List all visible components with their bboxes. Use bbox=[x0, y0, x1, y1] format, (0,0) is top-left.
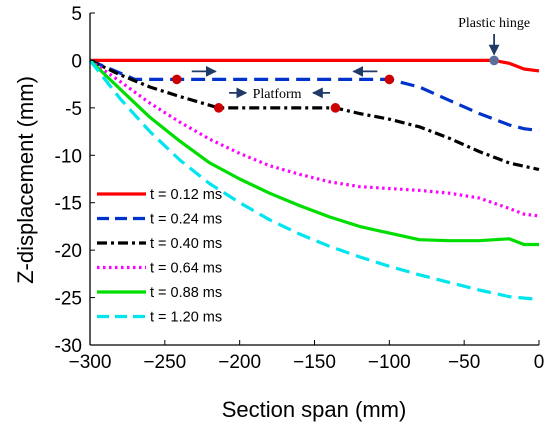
x-tick-label: −250 bbox=[143, 352, 186, 373]
x-tick-label: −100 bbox=[368, 352, 411, 373]
legend-label-2: t = 0.24 ms bbox=[150, 212, 222, 228]
y-tick-label: 0 bbox=[71, 51, 82, 72]
data-marker-1 bbox=[489, 55, 499, 66]
y-tick-label: -10 bbox=[55, 146, 82, 167]
axis-layer: −300 −250 −200 −150 −100 −50 0 5 0 -5 -10 -15 -20 -25… bbox=[55, 4, 545, 373]
legend-label-1: t = 0.12 ms bbox=[150, 187, 222, 203]
series-line-4 bbox=[89, 59, 540, 218]
y-tick-label: -15 bbox=[55, 194, 82, 215]
series-line-5 bbox=[88, 59, 539, 247]
y-tick-label: -30 bbox=[55, 336, 82, 357]
data-marker-4 bbox=[213, 103, 224, 113]
legend-label-3: t = 0.40 ms bbox=[150, 236, 222, 252]
annotation-layer: Plastic hinge Platform bbox=[191, 16, 530, 102]
y-tick-label: 5 bbox=[71, 4, 82, 25]
series-line-6 bbox=[88, 59, 540, 302]
x-axis-title: Section span (mm) bbox=[222, 397, 407, 422]
annotation-plastic-hinge: Plastic hinge bbox=[458, 16, 530, 31]
marker-layer bbox=[172, 55, 499, 113]
y-tick-label: -20 bbox=[55, 241, 82, 262]
x-tick-label: −300 bbox=[69, 352, 112, 373]
data-marker-2 bbox=[172, 74, 182, 85]
x-tick-label: −50 bbox=[448, 352, 480, 373]
y-tick-label: -5 bbox=[65, 99, 82, 120]
data-marker-5 bbox=[330, 103, 341, 113]
x-tick-label: 0 bbox=[534, 352, 545, 373]
series-line-1 bbox=[90, 58, 540, 73]
legend-label-4: t = 0.64 ms bbox=[150, 261, 222, 277]
y-axis-title: Z-displacement (mm) bbox=[13, 76, 38, 284]
annotation-platform: Platform bbox=[253, 87, 302, 102]
data-marker-3 bbox=[384, 74, 395, 85]
x-tick-label: −200 bbox=[218, 352, 261, 373]
plot-area bbox=[90, 13, 539, 345]
legend-label-6: t = 1.20 ms bbox=[150, 310, 222, 326]
y-tick-label: -25 bbox=[55, 289, 82, 310]
legend: t = 0.12 ms t = 0.24 ms t = 0.40 ms t = 0.6… bbox=[97, 187, 222, 326]
x-tick-label: −150 bbox=[293, 352, 336, 373]
legend-label-5: t = 0.88 ms bbox=[150, 285, 222, 301]
